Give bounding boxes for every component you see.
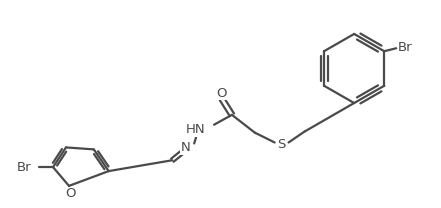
Text: N: N	[180, 141, 190, 154]
Text: O: O	[217, 87, 227, 100]
Text: Br: Br	[398, 41, 413, 54]
Text: HN: HN	[186, 123, 205, 136]
Text: Br: Br	[17, 161, 31, 174]
Text: S: S	[277, 138, 286, 151]
Text: O: O	[66, 187, 76, 200]
